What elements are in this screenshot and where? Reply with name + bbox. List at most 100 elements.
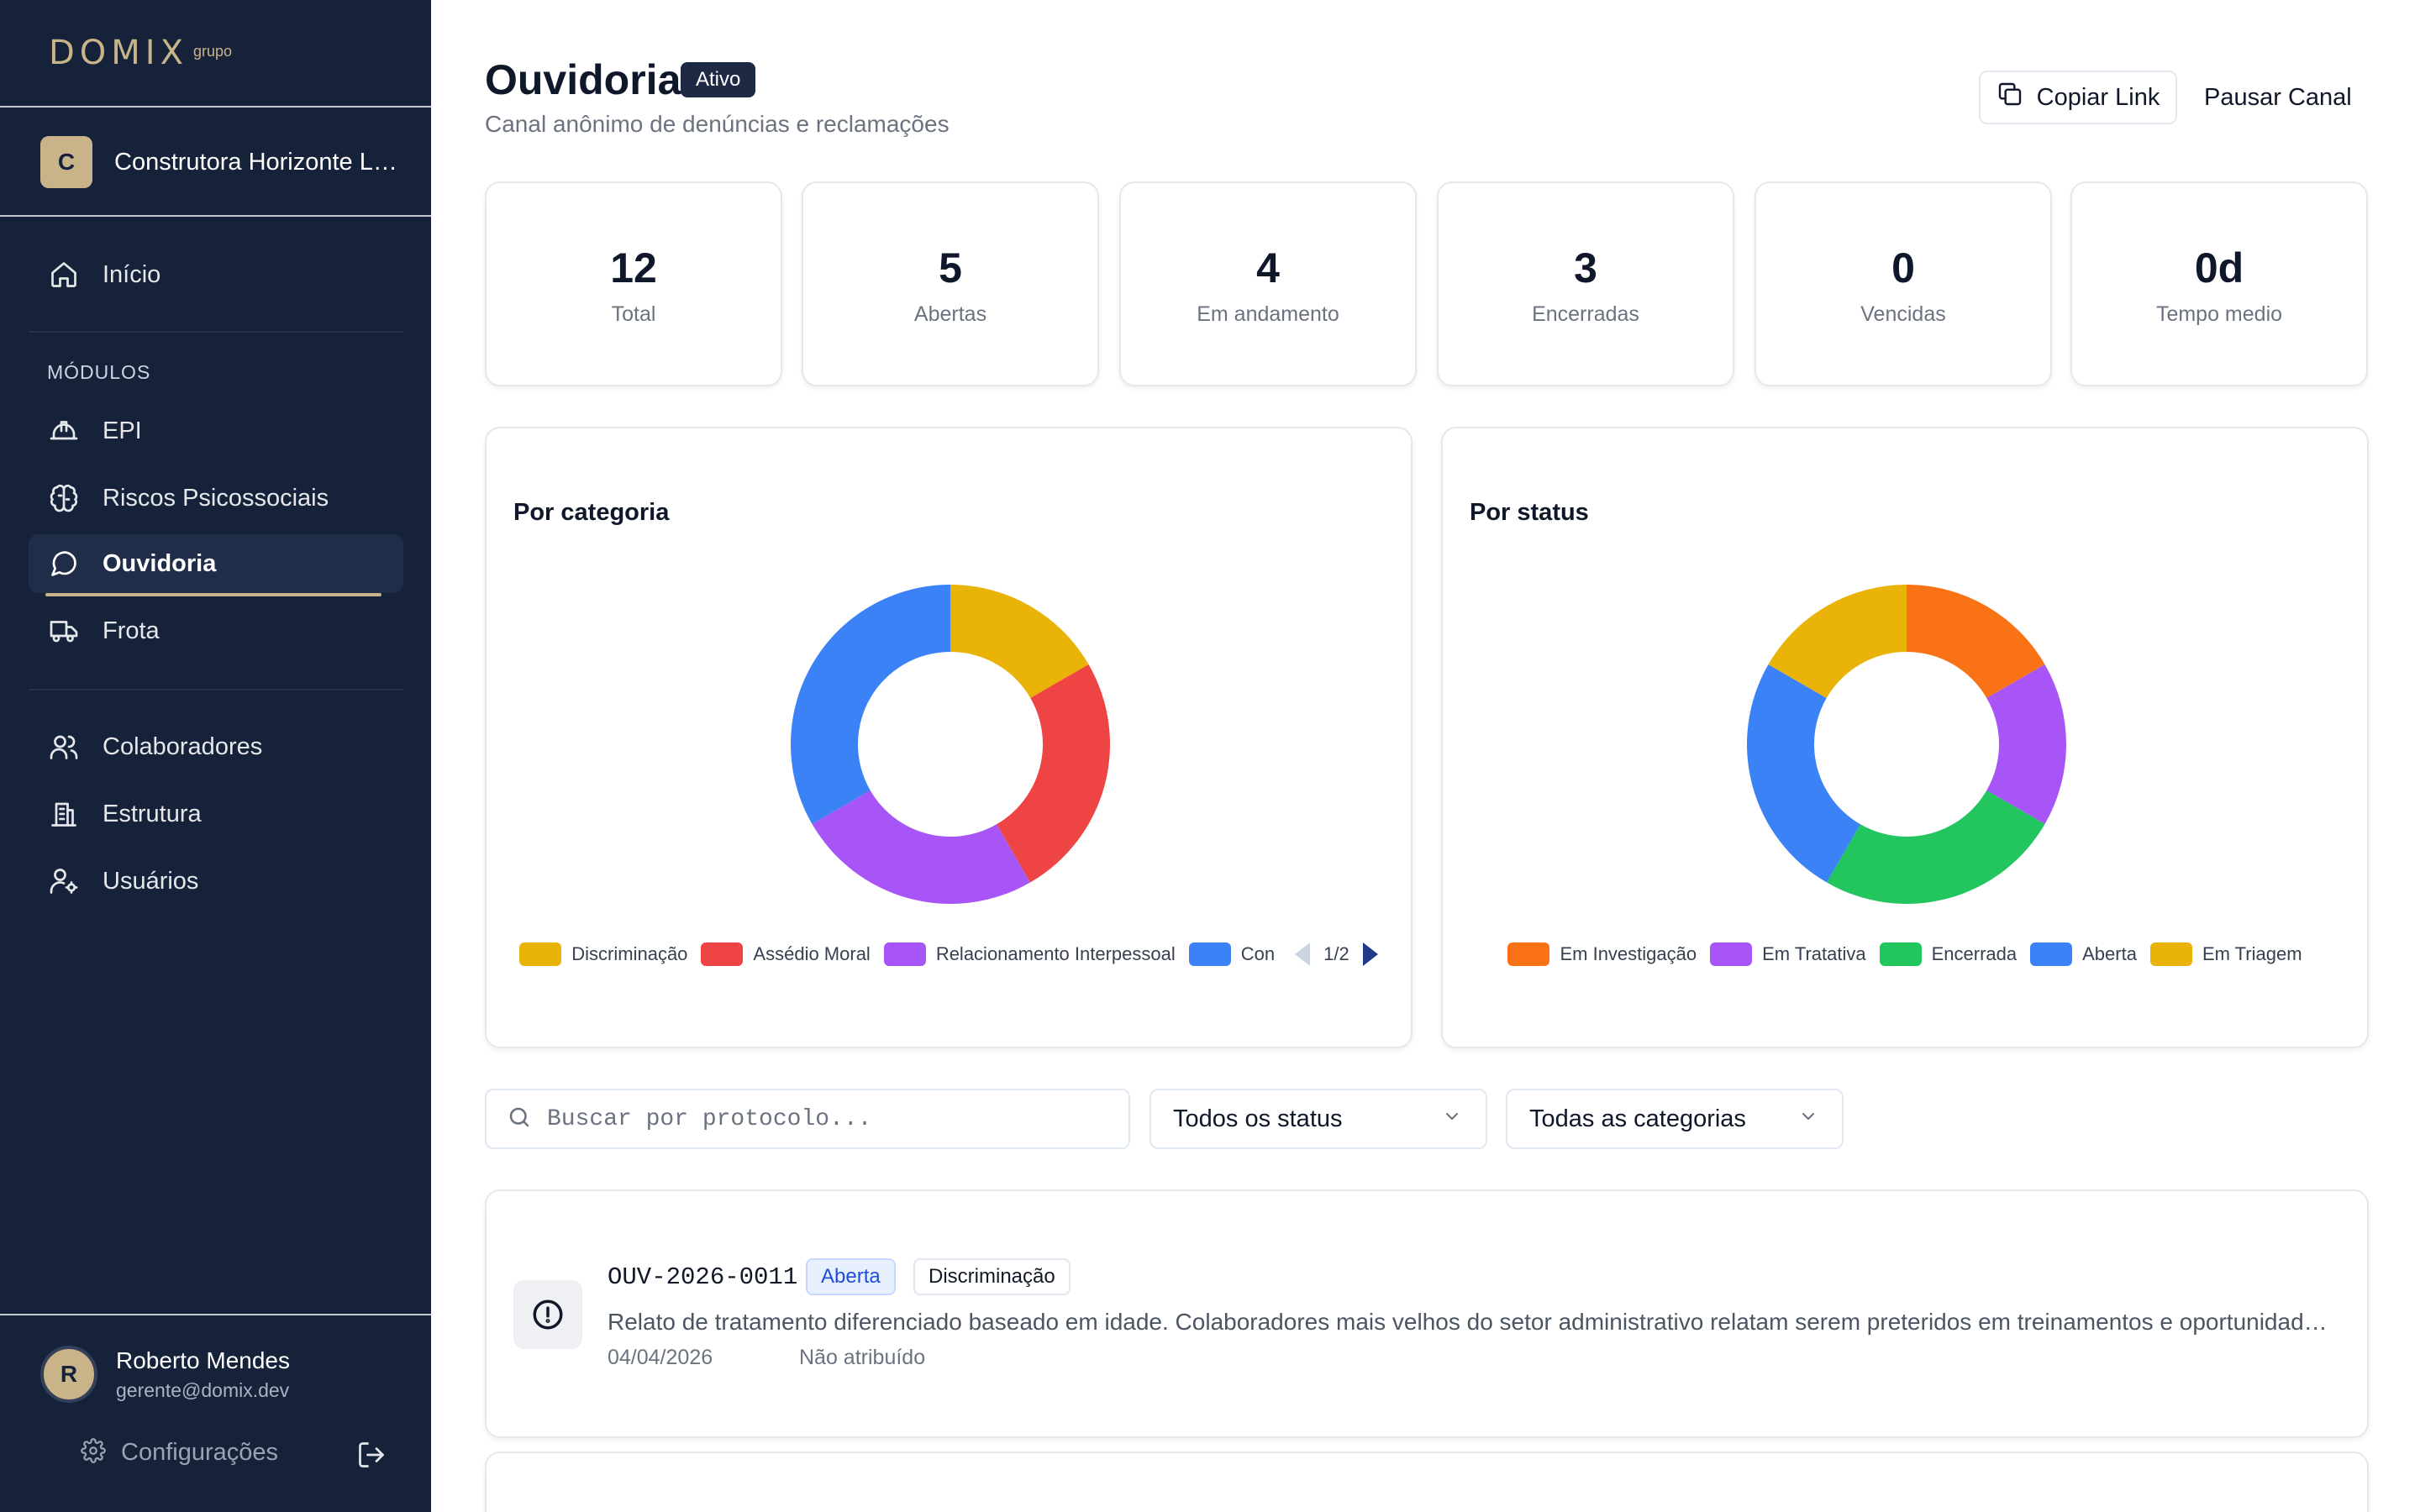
- legend-item[interactable]: Aberta: [2030, 942, 2137, 966]
- legend-item[interactable]: Em Investigação: [1507, 942, 1697, 966]
- legend-label: Con: [1240, 943, 1276, 964]
- nav-label: Frota: [103, 617, 160, 644]
- brand-name: DOMIX: [49, 34, 188, 72]
- users-icon: [47, 730, 81, 764]
- nav-item-ouvidoria[interactable]: Ouvidoria: [29, 534, 403, 596]
- hard-hat-icon: [47, 414, 81, 448]
- nav-item-epi[interactable]: EPI: [29, 402, 403, 460]
- home-icon: [47, 258, 81, 291]
- settings-link[interactable]: Configurações: [81, 1438, 278, 1467]
- legend-label: Assédio Moral: [753, 943, 871, 964]
- nav-item-inicio[interactable]: Início: [29, 245, 403, 304]
- stat-label: Encerradas: [1532, 302, 1639, 326]
- ticket-date: 04/04/2026: [608, 1346, 713, 1369]
- category-filter-select[interactable]: Todas as categorias: [1506, 1089, 1844, 1149]
- page-title: Ouvidoria: [485, 56, 681, 103]
- stat-value: 0: [1891, 244, 1915, 291]
- stat-value: 3: [1574, 244, 1597, 291]
- stat-card-em-andamento: 4 Em andamento: [1119, 181, 1417, 386]
- company-switcher[interactable]: C Construtora Horizonte Ltda: [40, 133, 402, 192]
- legend-label: Relacionamento Interpessoal: [935, 943, 1176, 964]
- legend-swatch: [1507, 942, 1550, 966]
- nav-label: Ouvidoria: [103, 549, 217, 577]
- chevron-down-icon: [1442, 1105, 1462, 1133]
- nav-label: Início: [103, 260, 161, 288]
- brain-icon: [47, 481, 81, 515]
- company-name: Construtora Horizonte Ltda: [114, 148, 400, 176]
- stat-label: Total: [611, 302, 656, 326]
- chart-title: Por status: [1470, 499, 1589, 526]
- legend-label: Em Triagem: [2202, 943, 2302, 964]
- chart-card-status: Por status Em Investigação Em Tratativa …: [1441, 427, 2369, 1048]
- status-filter-select[interactable]: Todos os status: [1150, 1089, 1487, 1149]
- sidebar-divider: [0, 106, 431, 108]
- ticket-status-badge: Aberta: [806, 1258, 896, 1295]
- donut-slice[interactable]: [997, 664, 1110, 883]
- search-input[interactable]: [547, 1105, 1118, 1132]
- donut-slice[interactable]: [1768, 585, 1907, 698]
- nav-label: Colaboradores: [103, 732, 263, 760]
- brand-logo[interactable]: DOMIX grupo: [49, 34, 232, 72]
- nav-label: Estrutura: [103, 800, 202, 827]
- stat-label: Em andamento: [1197, 302, 1339, 326]
- ticket-card[interactable]: [485, 1452, 2369, 1512]
- nav-item-estrutura[interactable]: Estrutura: [29, 785, 403, 843]
- stat-card-total: 12 Total: [485, 181, 782, 386]
- main-content: Ouvidoria Ativo Canal anônimo de denúnci…: [431, 0, 2420, 1512]
- legend-prev-icon[interactable]: [1295, 942, 1311, 966]
- legend-item[interactable]: Encerrada: [1879, 942, 2017, 966]
- stat-card-vencidas: 0 Vencidas: [1754, 181, 2052, 386]
- donut-slice[interactable]: [950, 585, 1089, 698]
- legend-item[interactable]: Em Tratativa: [1710, 942, 1866, 966]
- pause-channel-button[interactable]: Pausar Canal: [2204, 83, 2352, 111]
- legend-next-icon[interactable]: [1362, 942, 1378, 966]
- truck-icon: [47, 614, 81, 648]
- donut-slice[interactable]: [1986, 664, 2066, 824]
- chart-title: Por categoria: [513, 499, 670, 526]
- stat-label: Vencidas: [1860, 302, 1946, 326]
- legend-swatch: [1710, 942, 1753, 966]
- stat-value: 12: [610, 244, 657, 291]
- chart-legend: Discriminação Assédio Moral Relacionamen…: [487, 942, 1411, 966]
- stat-label: Abertas: [913, 302, 987, 326]
- legend-item[interactable]: Discriminação: [519, 942, 687, 966]
- legend-swatch: [519, 942, 562, 966]
- nav-item-usuarios[interactable]: Usuários: [29, 852, 403, 911]
- ticket-card[interactable]: OUV-2026-0011 Aberta Discriminação Relat…: [485, 1189, 2369, 1438]
- ticket-assignee: Não atribuído: [799, 1346, 926, 1369]
- legend-page-indicator: 1/2: [1323, 943, 1349, 964]
- category-filter-value: Todas as categorias: [1529, 1105, 1746, 1132]
- settings-label: Configurações: [121, 1439, 278, 1466]
- legend-label: Em Investigação: [1560, 943, 1697, 964]
- donut-slice[interactable]: [791, 585, 950, 824]
- sidebar-divider: [0, 1314, 431, 1315]
- ticket-description: Relato de tratamento diferenciado basead…: [608, 1309, 2338, 1335]
- chevron-down-icon: [1798, 1105, 1818, 1133]
- legend-item[interactable]: Em Triagem: [2149, 942, 2302, 966]
- stat-label: Tempo medio: [2155, 302, 2283, 326]
- legend-item[interactable]: Relacionamento Interpessoal: [883, 942, 1176, 966]
- nav-separator: [29, 331, 403, 333]
- legend-item[interactable]: Assédio Moral: [701, 942, 871, 966]
- company-avatar: C: [40, 136, 92, 188]
- legend-label: Aberta: [2082, 943, 2137, 964]
- donut-chart-categoria: [791, 585, 1110, 904]
- donut-slice[interactable]: [1827, 790, 2045, 904]
- sidebar: DOMIX grupo C Construtora Horizonte Ltda…: [0, 0, 431, 1512]
- alert-circle-icon: [513, 1280, 582, 1349]
- search-icon: [507, 1105, 532, 1134]
- copy-link-button[interactable]: Copiar Link: [1979, 71, 2177, 124]
- nav-item-frota[interactable]: Frota: [29, 601, 403, 660]
- nav-item-colaboradores[interactable]: Colaboradores: [29, 717, 403, 776]
- user-profile[interactable]: R Roberto Mendes gerente@domix.dev: [40, 1344, 402, 1404]
- donut-slice[interactable]: [1907, 585, 2045, 698]
- search-box: [485, 1089, 1130, 1149]
- donut-slice[interactable]: [1747, 664, 1860, 883]
- logout-button[interactable]: [356, 1440, 390, 1473]
- legend-item[interactable]: Con: [1188, 942, 1276, 966]
- nav-separator: [29, 689, 403, 690]
- donut-slice[interactable]: [812, 790, 1030, 904]
- chart-legend: Em Investigação Em Tratativa Encerrada A…: [1443, 942, 2367, 966]
- stat-value: 4: [1256, 244, 1280, 291]
- nav-item-riscos-psicossociais[interactable]: Riscos Psicossociais: [29, 469, 403, 528]
